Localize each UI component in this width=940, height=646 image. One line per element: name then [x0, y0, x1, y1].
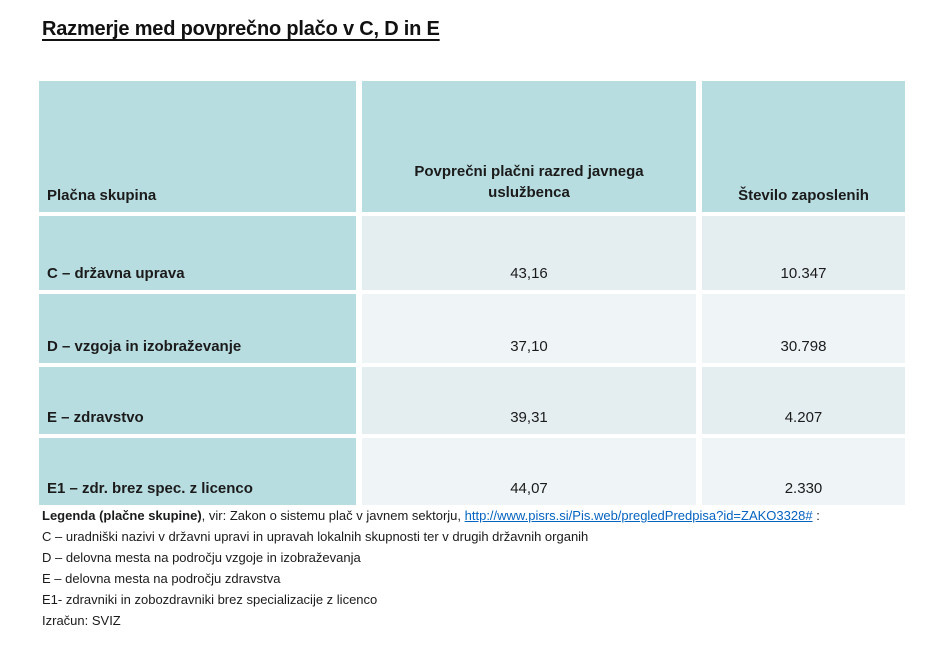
legend-colon: :	[812, 508, 820, 523]
legend-line-e: E – delovna mesta na področju zdravstva	[42, 571, 281, 586]
row-e-employee-count-value: 4.207	[784, 409, 823, 426]
salary-comparison-table: Plačna skupina Povprečni plačni razred j…	[39, 81, 905, 505]
column-header-employee-count-label: Število zaposlenih	[738, 187, 869, 204]
row-e1-avg-pay-grade: 44,07	[362, 438, 696, 505]
row-e-avg-pay-grade: 39,31	[362, 367, 696, 434]
legend-line-c: C – uradniški nazivi v državni upravi in…	[42, 529, 589, 544]
row-label-e: E – zdravstvo	[39, 367, 356, 434]
legend-line-e1: E1- zdravniki in zobozdravniki brez spec…	[42, 592, 378, 607]
column-header-employee-count: Število zaposlenih	[702, 81, 905, 212]
row-label-d: D – vzgoja in izobraževanje	[39, 294, 356, 363]
column-header-avg-pay-grade: Povprečni plačni razred javnega uslužben…	[362, 81, 696, 212]
row-e1-employee-count: 2.330	[702, 438, 905, 505]
row-label-c-text: C – državna uprava	[47, 265, 185, 282]
row-d-employee-count: 30.798	[702, 294, 905, 363]
row-label-e1-text: E1 – zdr. brez spec. z licenco	[47, 480, 253, 497]
row-c-avg-pay-grade: 43,16	[362, 216, 696, 290]
row-d-avg-pay-grade: 37,10	[362, 294, 696, 363]
legend: Legenda (plačne skupine), vir: Zakon o s…	[42, 505, 922, 631]
row-label-e1: E1 – zdr. brez spec. z licenco	[39, 438, 356, 505]
row-e1-avg-pay-grade-value: 44,07	[510, 480, 548, 497]
row-e-employee-count: 4.207	[702, 367, 905, 434]
row-e-avg-pay-grade-value: 39,31	[510, 409, 548, 426]
row-label-d-text: D – vzgoja in izobraževanje	[47, 338, 242, 355]
row-d-avg-pay-grade-value: 37,10	[510, 338, 548, 355]
row-c-employee-count: 10.347	[702, 216, 905, 290]
column-header-pay-group-label: Plačna skupina	[47, 187, 157, 204]
legend-title: Legenda (plačne skupine)	[42, 508, 202, 523]
row-d-employee-count-value: 30.798	[780, 338, 827, 355]
row-c-avg-pay-grade-value: 43,16	[510, 265, 548, 282]
legal-source-link[interactable]: http://www.pisrs.si/Pis.web/pregledPredp…	[464, 508, 813, 523]
legend-calculation-credit: Izračun: SVIZ	[42, 613, 121, 628]
legend-source-line: Legenda (plačne skupine), vir: Zakon o s…	[42, 505, 922, 526]
page-title: Razmerje med povprečno plačo v C, D in E	[42, 18, 440, 40]
column-header-pay-group: Plačna skupina	[39, 81, 356, 212]
legend-line-d: D – delovna mesta na področju vzgoje in …	[42, 550, 361, 565]
row-e1-employee-count-value: 2.330	[784, 480, 823, 497]
row-label-e-text: E – zdravstvo	[47, 409, 144, 426]
row-label-c: C – državna uprava	[39, 216, 356, 290]
column-header-avg-pay-grade-label: Povprečni plačni razred javnega uslužben…	[414, 162, 644, 202]
row-c-employee-count-value: 10.347	[780, 265, 827, 282]
legend-source-text: , vir: Zakon o sistemu plač v javnem sek…	[201, 508, 465, 523]
